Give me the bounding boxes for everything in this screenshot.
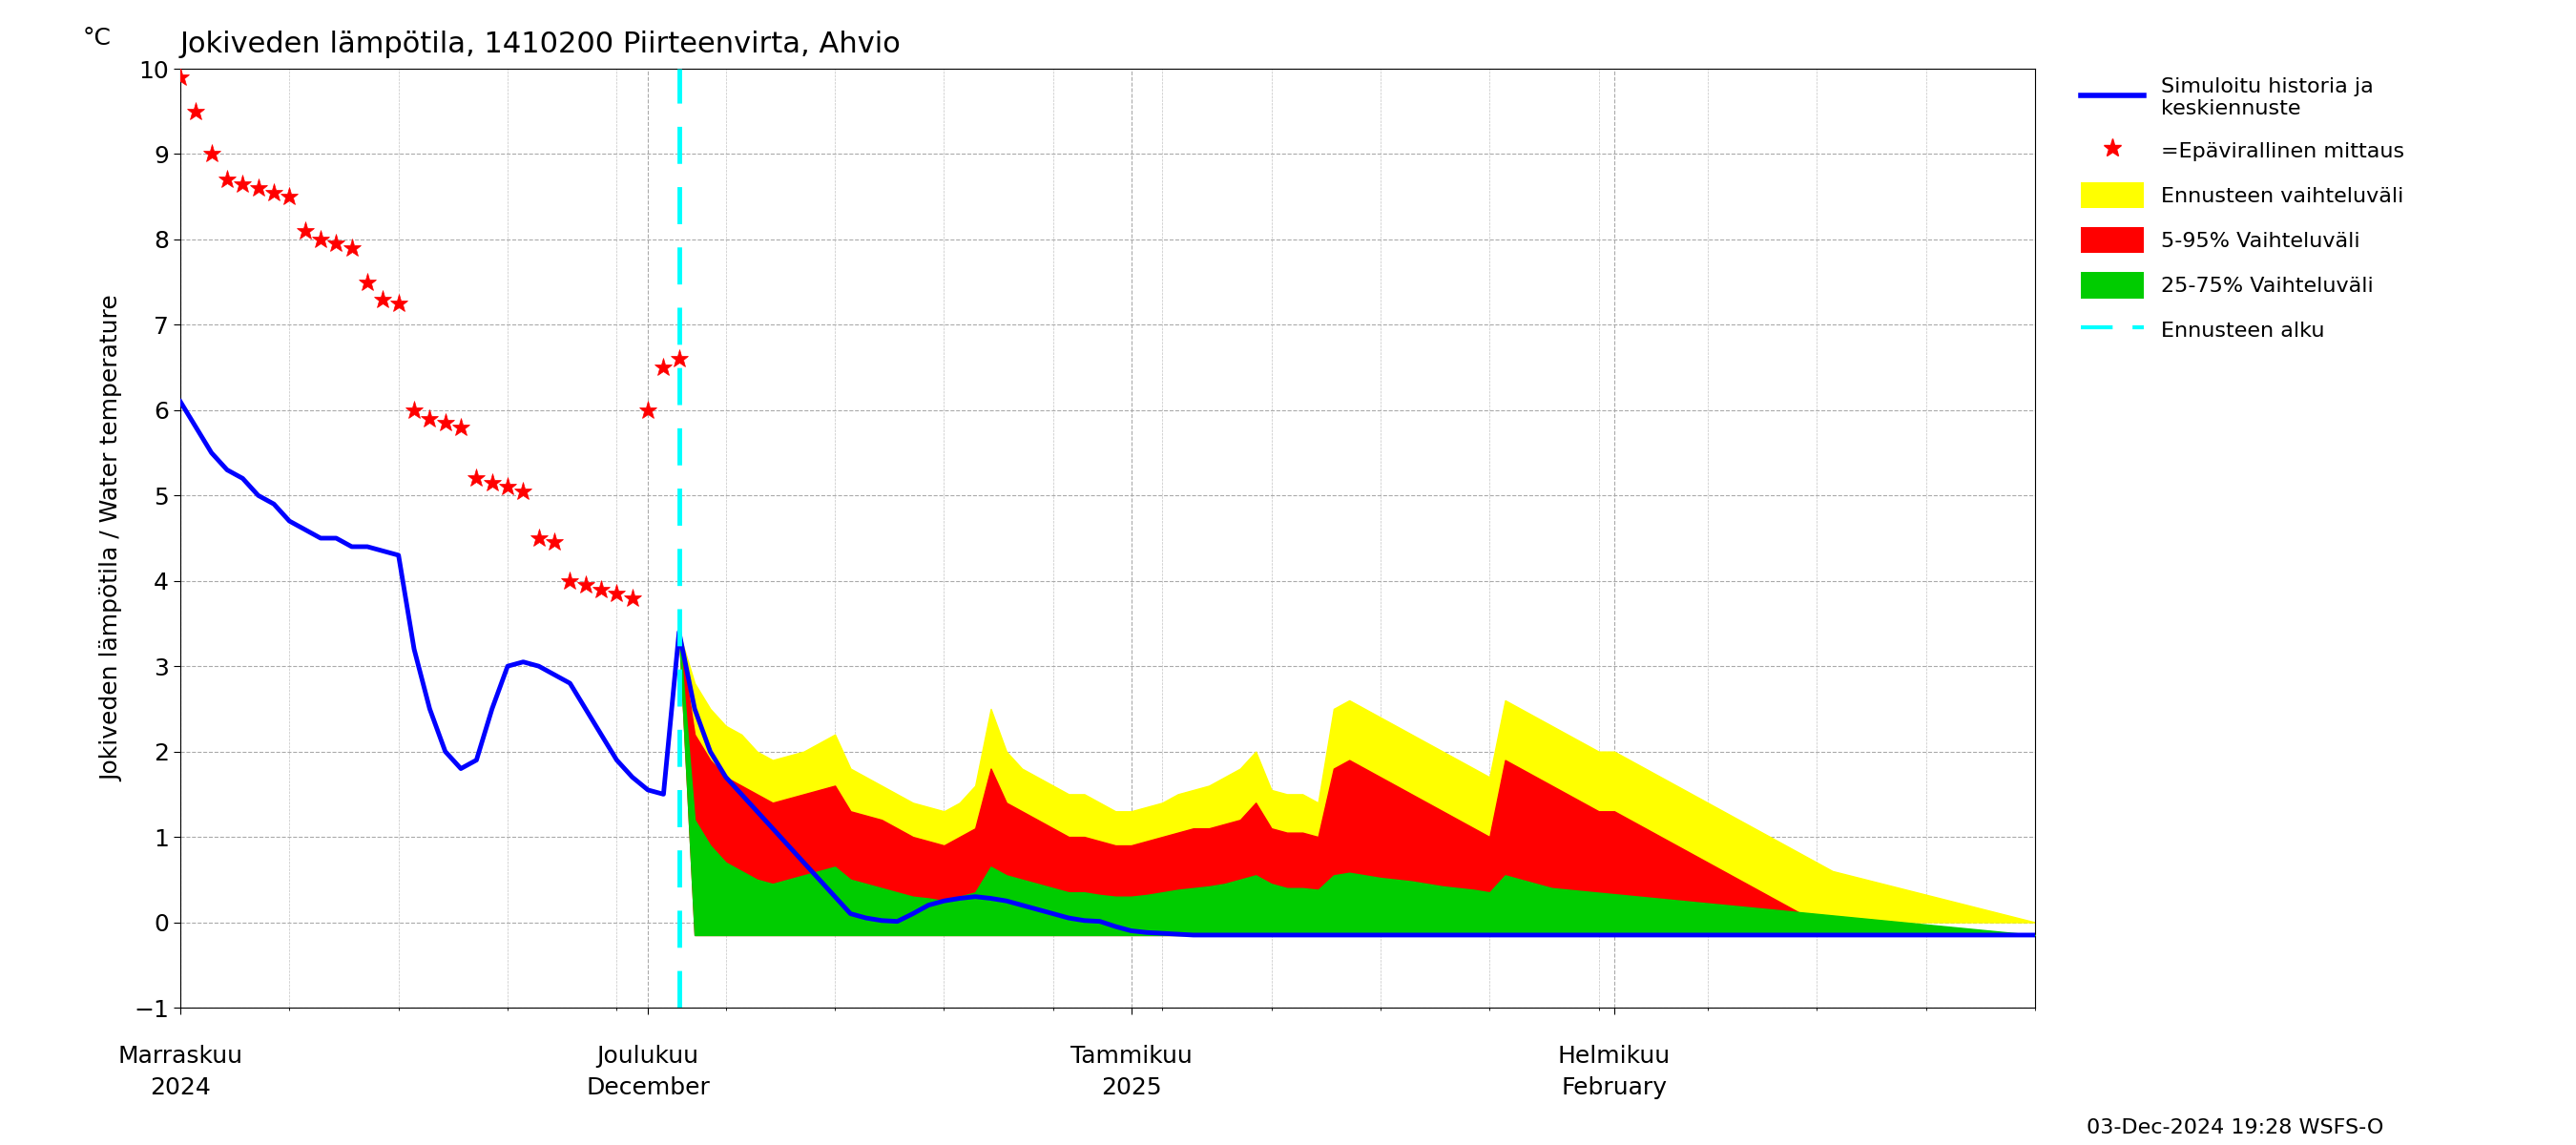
Text: °C: °C	[82, 27, 111, 50]
Text: 2025: 2025	[1100, 1076, 1162, 1099]
Text: 2024: 2024	[149, 1076, 211, 1099]
Legend: Simuloitu historia ja
keskiennuste, =Epävirallinen mittaus, Ennusteen vaihteluvä: Simuloitu historia ja keskiennuste, =Epä…	[2071, 69, 2414, 352]
Text: February: February	[1561, 1076, 1667, 1099]
Text: December: December	[585, 1076, 711, 1099]
Y-axis label: Jokiveden lämpötila / Water temperature: Jokiveden lämpötila / Water temperature	[100, 295, 124, 781]
Text: 03-Dec-2024 19:28 WSFS-O: 03-Dec-2024 19:28 WSFS-O	[2087, 1119, 2383, 1137]
Text: Jokiveden lämpötila, 1410200 Piirteenvirta, Ahvio: Jokiveden lämpötila, 1410200 Piirteenvir…	[180, 31, 902, 58]
Text: Helmikuu: Helmikuu	[1558, 1044, 1672, 1067]
Text: Tammikuu: Tammikuu	[1069, 1044, 1193, 1067]
Text: Joulukuu: Joulukuu	[598, 1044, 698, 1067]
Text: Marraskuu: Marraskuu	[118, 1044, 242, 1067]
